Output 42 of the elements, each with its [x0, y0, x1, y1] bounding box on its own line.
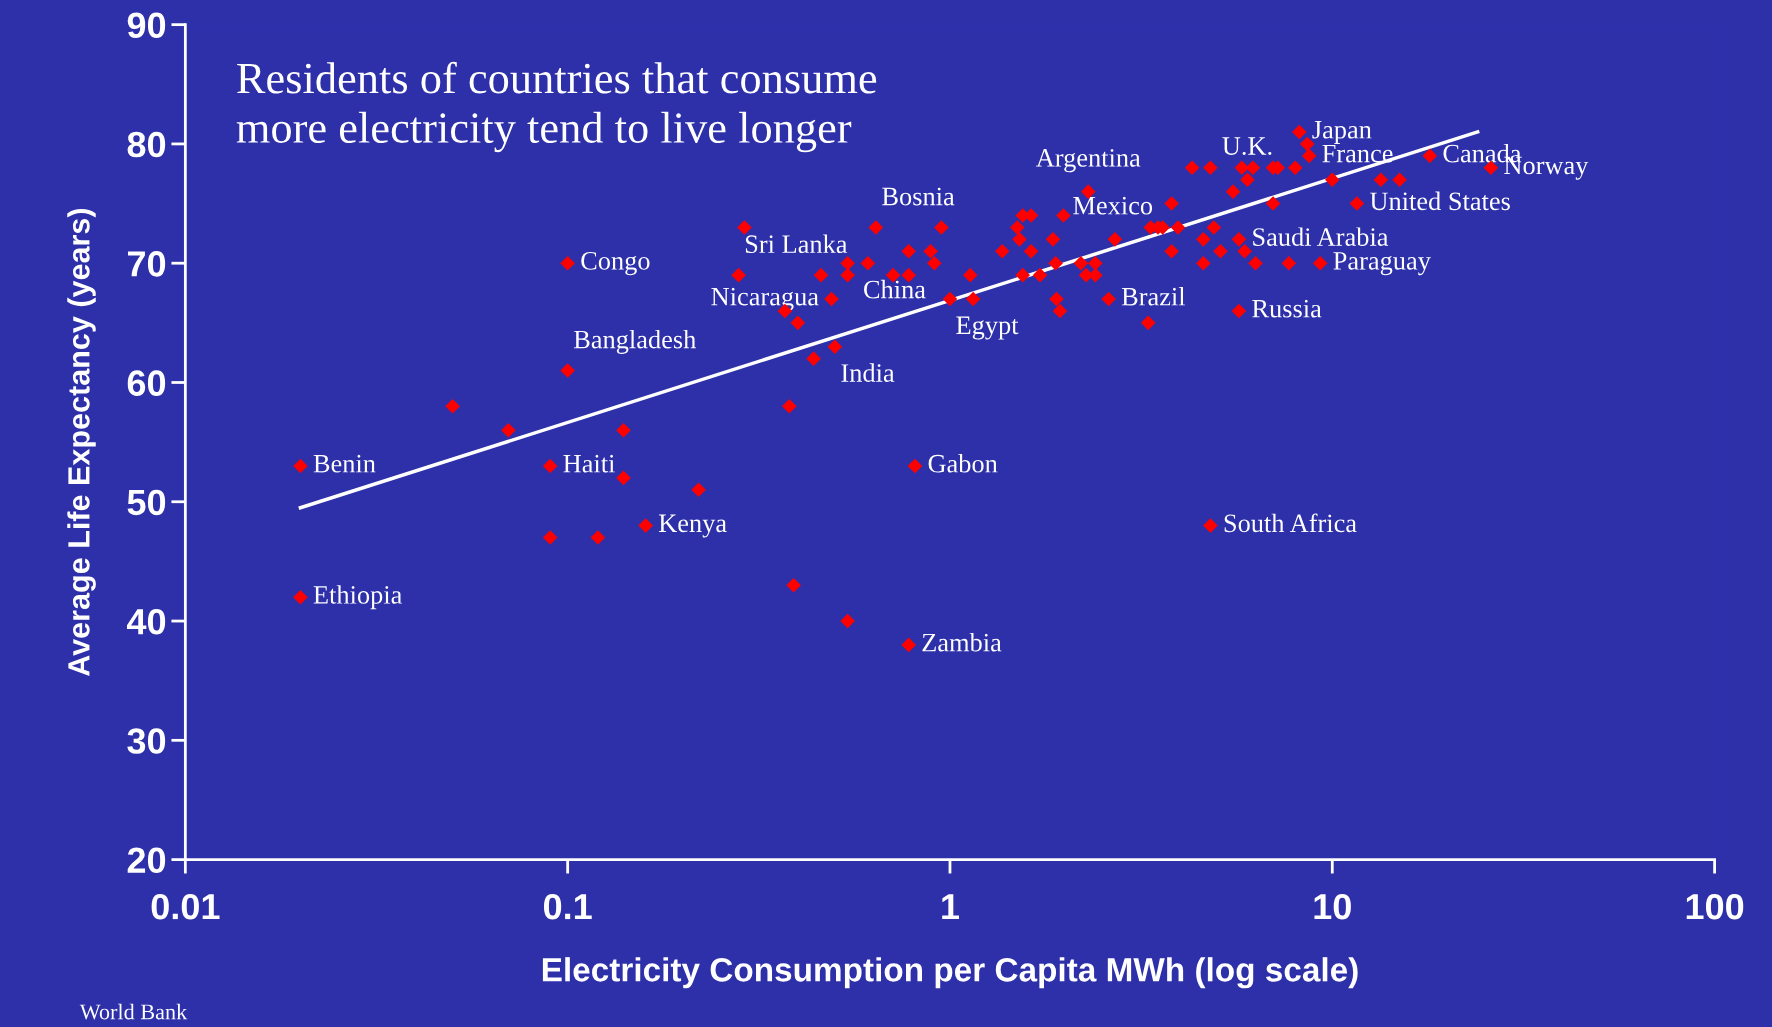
annotation: Russia — [1252, 299, 1322, 318]
x-tick-label: 10 — [1314, 893, 1351, 920]
annotation: Argentina — [1035, 149, 1141, 173]
annotation: Bosnia — [882, 187, 955, 206]
x-tick-label: 0.1 — [543, 893, 592, 920]
y-tick-label: 20 — [127, 847, 166, 874]
y-tick-label: 70 — [127, 251, 166, 277]
y-tick-label: 80 — [127, 131, 166, 158]
annotation: Sri Lanka — [745, 234, 848, 254]
text: World Bank — [79, 1003, 188, 1020]
annotation: Haiti — [563, 454, 615, 473]
annotation: U.K. — [1222, 137, 1272, 156]
annotation: United States — [1369, 191, 1510, 211]
annotation: China — [864, 279, 926, 299]
text: Residents of countries that consume more electricity tend to live longer — [236, 61, 877, 153]
y-tick-label: 30 — [127, 728, 166, 754]
annotation: Paraguay — [1333, 252, 1431, 276]
annotation: Mexico — [1073, 196, 1153, 215]
annotation: Nicaragua — [711, 287, 819, 311]
x-tick-label: 0.01 — [151, 893, 220, 920]
annotation: India — [841, 363, 895, 382]
y-tick-label: 40 — [126, 608, 166, 635]
x-tick-label: 100 — [1686, 893, 1744, 920]
annotation: Egypt — [956, 316, 1019, 340]
annotation: Saudi Arabia — [1253, 227, 1389, 246]
annotation: France — [1322, 144, 1393, 163]
annotation: Ethiopia — [313, 585, 402, 610]
annotation: Congo — [581, 252, 650, 276]
annotation: Zambia — [922, 632, 1002, 652]
x-tick-label: 1 — [942, 894, 960, 920]
annotation: Gabon — [928, 454, 998, 473]
annotation: Brazil — [1121, 287, 1186, 306]
x-axis-title: Electricity Consumption per Capita MWh (log scale) — [542, 957, 1358, 989]
annotation: Kenya — [658, 514, 727, 538]
y-tick-label: 60 — [127, 370, 166, 396]
annotation: Benin — [313, 454, 376, 473]
y-tick-label: 50 — [127, 489, 166, 516]
y-axis-title: Average Life Expectancy (years) — [67, 208, 96, 676]
y-tick-label: 90 — [127, 12, 166, 39]
annotation: South Africa — [1224, 513, 1357, 533]
annotation: Bangladesh — [573, 329, 696, 354]
annotation: Japan — [1312, 121, 1372, 144]
